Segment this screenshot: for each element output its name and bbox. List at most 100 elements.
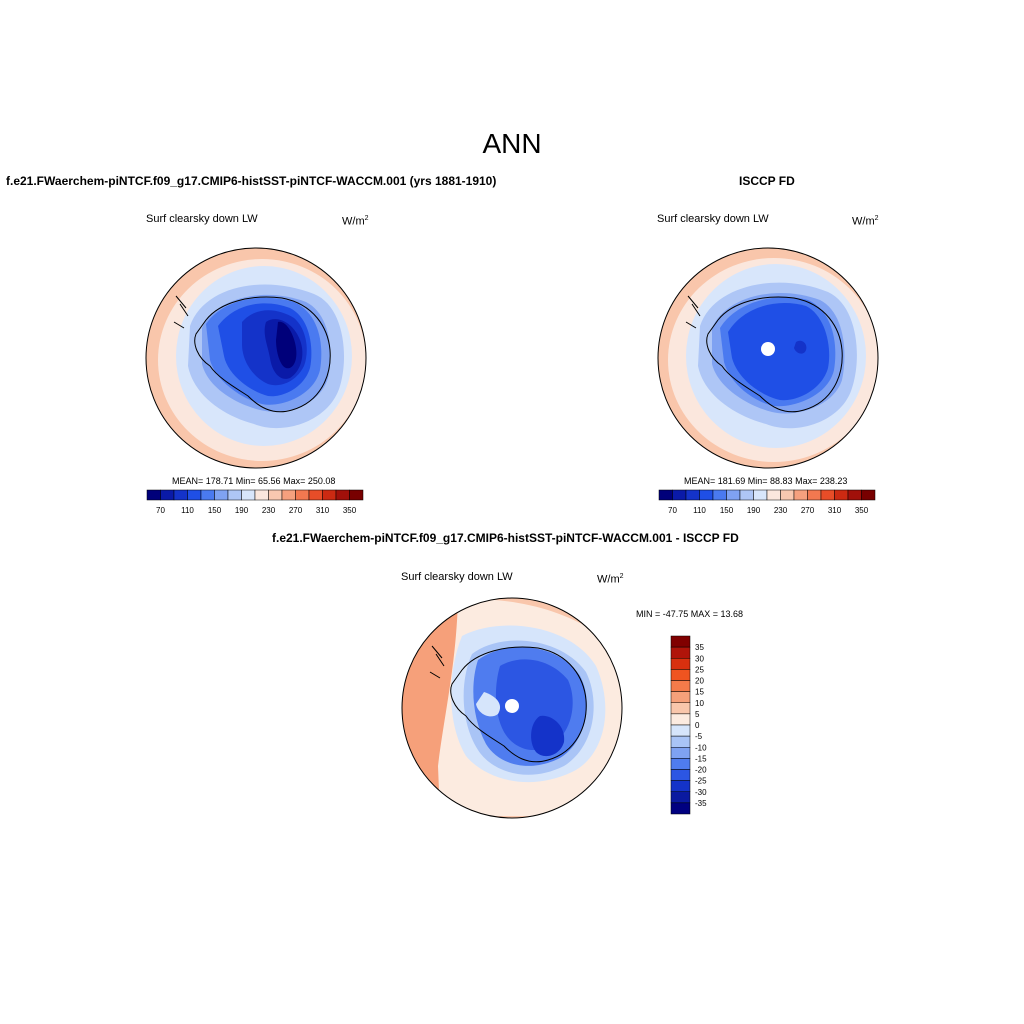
diff-colorbar-box [670,747,691,759]
obs-colorbar-box [699,489,714,501]
obs-colorbar-tick-label: 350 [855,506,869,515]
obs-colorbar-box [712,489,727,501]
model-colorbar-box [160,489,175,501]
model-stats-text: MEAN= 178.71 Min= 65.56 Max= 250.08 [172,476,336,486]
diff-colorbar-box [670,724,691,737]
model-colorbar-box [335,489,350,501]
model-colorbar-tick-label: 270 [289,506,303,515]
main-title: ANN [482,128,542,159]
diff-colorbar-box [670,669,691,681]
obs-variable-label: Surf clearsky down LW [657,213,769,225]
obs-units-label: W/m2 [852,215,879,228]
diff-colorbar-box [670,635,691,648]
diff-stats-text: MIN = -47.75 MAX = 13.68 [636,609,744,619]
model-colorbar-tick-label: 190 [235,506,249,515]
obs-colorbar-tick-label: 70 [668,506,677,515]
obs-colorbar-box [753,489,768,501]
obs-colorbar-tick-label: 110 [693,506,706,515]
model-colorbar-box [200,489,215,501]
model-variable-label: Surf clearsky down LW [146,213,258,225]
obs-colorbar-box [739,489,754,501]
model-colorbar-box [349,489,364,501]
diff-colorbar-box [670,802,691,815]
diff-colorbar-tick-label: 30 [695,654,704,663]
model-colorbar-box [254,489,269,501]
diff-variable-label: Surf clearsky down LW [401,571,513,583]
model-colorbar-box [214,489,229,501]
diff-colorbar-tick-label: 35 [695,643,704,652]
obs-colorbar-box [807,489,822,501]
model-map-border [145,247,367,469]
diff-colorbar: 35 30 25 20 15 10 5 0 -5 -10 -15 -20 -25 -30 -35 [670,635,707,815]
diff-colorbar-box [670,658,691,670]
diff-units-label: W/m2 [597,573,624,586]
diff-colorbar-box [670,791,691,804]
diff-colorbar-tick-label: -5 [695,732,703,741]
diff-panel-heading: f.e21.FWaerchem-piNTCF.f09_g17.CMIP6-his… [272,531,739,545]
model-colorbar-tick-label: 70 [156,506,165,515]
diff-colorbar-box [670,758,691,770]
diff-colorbar-tick-label: 10 [695,699,704,708]
obs-colorbar-box [726,489,741,501]
diff-colorbar-tick-label: 20 [695,677,704,686]
diff-colorbar-box [670,646,691,659]
diff-colorbar-box [670,702,691,715]
model-colorbar-box [241,489,256,501]
model-colorbar-box [281,489,296,501]
obs-pole-hole [761,342,775,356]
obs-colorbar-box [685,489,700,501]
obs-colorbar-tick-label: 150 [720,506,734,515]
model-antarctica-coastline [194,296,331,413]
diff-colorbar-tick-label: -35 [695,799,707,808]
obs-colorbar-box [847,489,862,501]
obs-colorbar-tick-label: 230 [774,506,788,515]
obs-colorbar-box [672,489,687,501]
obs-colorbar-box [793,489,808,501]
obs-colorbar-box [820,489,835,501]
model-colorbar-box [146,489,161,501]
obs-colorbar-tick-label: 310 [828,506,842,515]
diff-colorbar-tick-label: -20 [695,766,707,775]
diff-colorbar-box [670,780,691,792]
obs-colorbar-tick-label: 270 [801,506,815,515]
obs-colorbar-box [834,489,849,501]
model-polar-map [145,247,367,469]
obs-stats-text: MEAN= 181.69 Min= 88.83 Max= 238.23 [684,476,848,486]
model-units-label: W/m2 [342,215,369,228]
model-colorbar-tick-label: 110 [181,506,194,515]
diff-colorbar-box [670,735,691,748]
model-colorbar-box [268,489,283,501]
model-colorbar-box [173,489,188,501]
model-colorbar-tick-label: 230 [262,506,276,515]
obs-colorbar-box [658,489,673,501]
diff-colorbar-box [670,769,691,781]
diff-colorbar-box [670,680,691,692]
model-panel-heading: f.e21.FWaerchem-piNTCF.f09_g17.CMIP6-his… [6,174,497,188]
diff-colorbar-tick-label: 0 [695,721,700,730]
obs-panel-heading: ISCCP FD [739,174,795,188]
diff-colorbar-tick-label: -25 [695,777,707,786]
model-colorbar-tick-label: 150 [208,506,222,515]
diff-colorbar-box [670,691,691,703]
diff-polar-map [401,597,623,819]
diff-colorbar-tick-label: -15 [695,754,707,763]
model-colorbar-box [187,489,202,501]
diff-colorbar-box [670,713,691,726]
diff-colorbar-tick-label: 15 [695,688,704,697]
diff-colorbar-tick-label: -10 [695,743,707,752]
model-map-band-10 [276,321,297,369]
obs-colorbar-tick-label: 190 [747,506,761,515]
diff-colorbar-tick-label: 25 [695,665,704,674]
model-colorbar-box [308,489,323,501]
model-colorbar-box [227,489,242,501]
obs-colorbar-box [861,489,876,501]
diff-colorbar-tick-label: -30 [695,788,707,797]
model-colorbar-box [322,489,337,501]
model-colorbar-tick-label: 310 [316,506,330,515]
model-colorbar-tick-label: 350 [343,506,357,515]
model-colorbar-box [295,489,310,501]
obs-colorbar-box [780,489,795,501]
obs-colorbar: 70 110 150 190 230 270 310 350 [658,489,876,515]
obs-colorbar-box [766,489,781,501]
model-colorbar: 70 110 150 190 230 270 310 350 [146,489,364,515]
